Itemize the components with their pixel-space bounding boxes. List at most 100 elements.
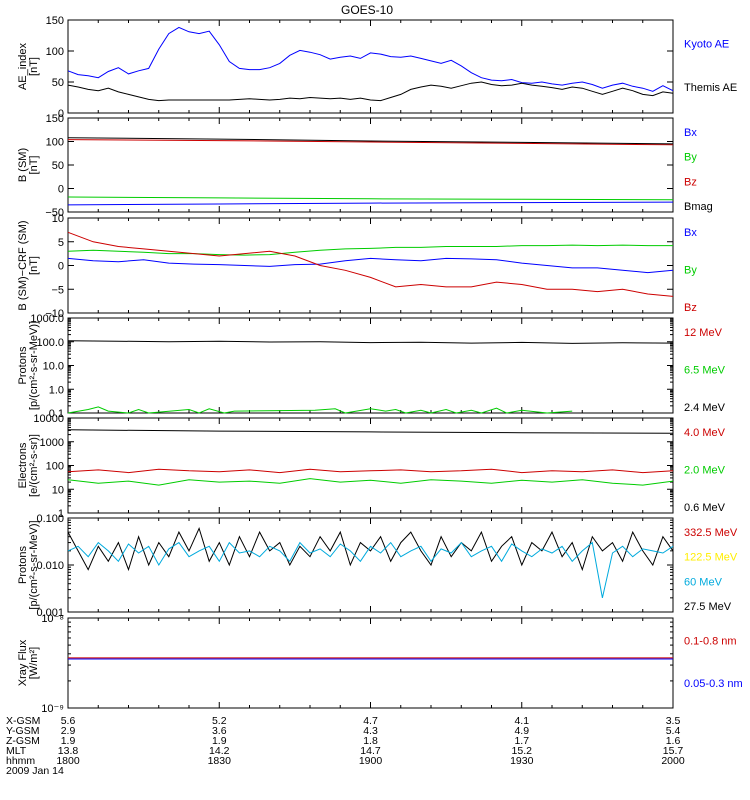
legend-entry: 2.4 MeV [684, 402, 726, 414]
legend-entry: 6.5 MeV [684, 365, 726, 377]
y-axis-label-line: [p/(cm²-s-sr-MeV)] [28, 321, 40, 410]
footer-row-label: hhmm [6, 755, 35, 767]
footer-row-label: Y-GSM [6, 725, 39, 737]
legend-entry: Bx [684, 227, 697, 239]
y-axis-label: B (SM)−CRF (SM)[nT] [17, 220, 40, 310]
legend-entry: By [684, 152, 697, 164]
footer-value: 15.7 [663, 745, 684, 757]
y-tick-label: 10 [52, 484, 64, 496]
y-tick-label: 1000.0 [30, 313, 64, 325]
legend-entry: 332.5 MeV [684, 527, 738, 539]
y-axis-label-line: B (SM)−CRF (SM) [17, 220, 29, 310]
series-line [67, 526, 674, 572]
footer-value: 2000 [661, 755, 685, 767]
panel-1: 0 50 100 150 AE_index[nT] Kyoto AE Themis AE [17, 15, 737, 120]
legend-entry: Bz [684, 302, 697, 314]
y-tick-label: 0 [58, 108, 64, 120]
legend-entry: By [684, 265, 697, 277]
y-tick-label: 10⁻⁸ [41, 613, 64, 625]
panel-2: −50 0 50 100 150 B (SM)[nT] Bx By Bz Bmag [17, 113, 713, 219]
y-tick-label: 10000 [33, 413, 64, 425]
y-tick-label: 10⁻⁹ [41, 703, 64, 715]
legend-entry: 122.5 MeV [684, 552, 738, 564]
y-axis-label-line: Protons [17, 546, 29, 584]
y-tick-label: 150 [46, 113, 64, 125]
footer-value: 1.9 [212, 735, 227, 747]
footer-row-label: Z-GSM [6, 735, 40, 747]
y-axis-label-line: [nT] [28, 256, 40, 275]
footer-value: 5.4 [666, 725, 681, 737]
series-line [67, 429, 674, 434]
y-axis-label: Electrons[e/(cm²-s-sr)] [17, 434, 40, 497]
footer-value: 4.1 [514, 715, 529, 727]
series-line [67, 478, 674, 486]
series-line [67, 231, 674, 297]
footer-row-label: X-GSM [6, 715, 40, 727]
y-tick-label: 50 [52, 77, 64, 89]
y-tick-label: 100 [46, 137, 64, 149]
chart-title: GOES-10 [341, 3, 393, 17]
y-axis-label: Protons[p/(cm²-s-sr-MeV)] [17, 520, 40, 609]
y-tick-label: 1 [58, 508, 64, 520]
footer-value: 4.9 [514, 725, 529, 737]
panel-4: 0.11.010.0100.01000.0Protons[p/(cm²-s-sr… [17, 313, 726, 420]
footer-value: 14.2 [209, 745, 230, 757]
legend-entry: Bx [684, 127, 697, 139]
footer-value: 1.8 [363, 735, 378, 747]
footer-value: 1.7 [514, 735, 529, 747]
series-line [67, 244, 673, 256]
y-tick-label: −10 [45, 308, 64, 320]
panel-3: −10 −5 0 5 10 B (SM)−CRF (SM)[nT] Bx By Bz [17, 213, 697, 320]
y-tick-label: −5 [51, 284, 64, 296]
y-tick-label: 0.001 [36, 607, 64, 619]
footer-row-label: MLT [6, 745, 27, 757]
series-line [67, 81, 674, 102]
footer-value: 1930 [510, 755, 534, 767]
y-axis-label-line: [p/(cm²-s-sr-MeV)] [28, 520, 40, 609]
legend-entry: 0.1-0.8 nm [684, 636, 737, 648]
panel-7: 10⁻⁹ 10⁻⁸ Xray Flux[W/m²] 0.1-0.8 nm 0.05-0.… [17, 613, 743, 715]
y-axis-label-line: B (SM) [17, 148, 29, 182]
series-line [67, 196, 674, 201]
y-tick-label: 0.010 [36, 560, 64, 572]
panel-frame [67, 217, 674, 314]
y-tick-label: 100 [46, 46, 64, 58]
series-line [67, 201, 674, 206]
legend-entry: 12 MeV [684, 327, 723, 339]
footer-value: 1800 [56, 755, 80, 767]
footer-value: 3.6 [212, 725, 227, 737]
footer-value: 1.9 [61, 735, 76, 747]
footer-row-label: 2009 Jan 14 [6, 765, 64, 777]
footer-value: 2.9 [61, 725, 76, 737]
y-tick-label: 1.0 [49, 384, 64, 396]
y-axis-label-line: [e/(cm²-s-sr)] [28, 434, 40, 497]
series-line [67, 137, 674, 145]
y-axis-label-line: [nT] [28, 57, 40, 76]
series-line [67, 257, 674, 274]
y-axis-label-line: AE_index [17, 42, 29, 90]
legend-entry: 4.0 MeV [684, 427, 726, 439]
series-line [67, 406, 573, 414]
legend-entry: 27.5 MeV [684, 601, 732, 613]
footer-value: 1830 [208, 755, 232, 767]
panel-frame [67, 617, 674, 709]
y-tick-label: 5 [58, 237, 64, 249]
footer-value: 14.7 [360, 745, 381, 757]
footer-value: 1.6 [666, 735, 681, 747]
footer-value: 5.2 [212, 715, 227, 727]
series-line [67, 541, 674, 599]
y-tick-label: 10.0 [43, 361, 64, 373]
footer-value: 13.8 [58, 745, 79, 757]
footer-value: 4.7 [363, 715, 378, 727]
footer-value: 3.5 [666, 715, 681, 727]
series-line [67, 340, 674, 344]
legend-entry: 0.6 MeV [684, 502, 726, 514]
y-tick-label: 150 [46, 15, 64, 27]
y-axis-label: Protons[p/(cm²-s-sr-MeV)] [17, 321, 40, 410]
y-axis-label-line: Electrons [17, 442, 29, 488]
legend-entry: 0.05-0.3 nm [684, 678, 743, 690]
y-tick-label: 1000 [40, 437, 64, 449]
series-line [67, 26, 674, 92]
